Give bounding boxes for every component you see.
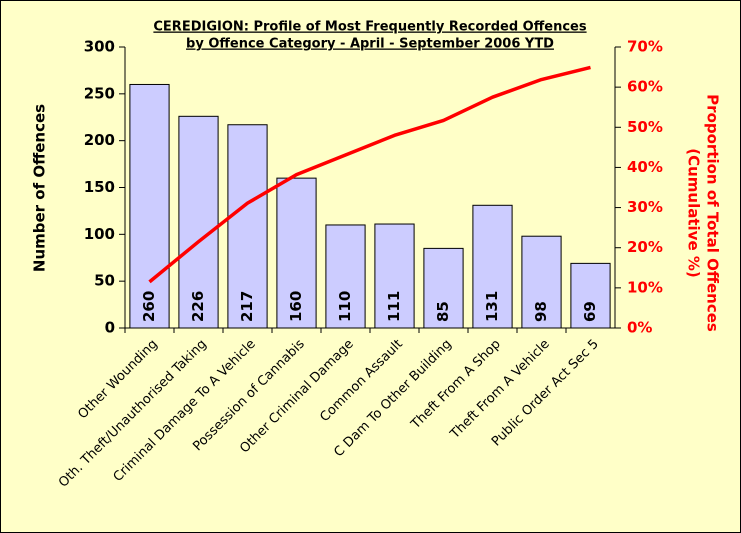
y2-tick-label: 20%	[627, 238, 663, 256]
y2-tick-label: 40%	[627, 158, 663, 176]
x-tick-label: Other Wounding	[75, 337, 161, 423]
y2-axis-label: Proportion of Total Offences	[704, 94, 722, 332]
y-tick-label: 200	[84, 131, 115, 149]
y2-tick-label: 60%	[627, 78, 663, 96]
bar	[472, 204, 513, 329]
bar-value-label: 69	[581, 301, 599, 322]
y-tick-label: 300	[84, 38, 115, 56]
y-tick-label: 50	[94, 272, 115, 290]
bar-value-label: 131	[483, 291, 501, 322]
y2-tick-label: 70%	[627, 38, 663, 56]
bar-value-label: 160	[287, 291, 305, 322]
y2-tick-label: 10%	[627, 278, 663, 296]
y2-tick-label: 50%	[627, 118, 663, 136]
bar	[129, 83, 170, 329]
chart-title: CEREDIGION: Profile of Most Frequently R…	[153, 20, 586, 35]
bar-value-label: 110	[336, 291, 354, 322]
bar	[570, 262, 611, 329]
bar-value-label: 217	[238, 291, 256, 322]
x-tick-label: Common Assault	[317, 337, 405, 425]
y-axis-label: Number of Offences	[31, 104, 49, 272]
bar	[227, 124, 268, 329]
x-tick-label: Theft From A Shop	[408, 337, 504, 433]
y-tick-label: 0	[105, 319, 115, 337]
y-tick-label: 150	[84, 178, 115, 196]
bar-value-label: 226	[189, 291, 207, 322]
y2-tick-label: 30%	[627, 198, 663, 216]
chart-title: by Offence Category - April - September …	[186, 37, 554, 52]
cumulative-line	[148, 65, 591, 284]
y-tick-label: 100	[84, 225, 115, 243]
bar-value-label: 85	[434, 301, 452, 322]
bar-value-label: 111	[385, 291, 403, 322]
bar	[423, 247, 464, 329]
bar	[521, 235, 562, 329]
bar-value-label: 98	[532, 301, 550, 322]
y2-axis-label: (Cumulative %)	[685, 148, 703, 278]
bar	[374, 223, 415, 329]
bar-value-label: 260	[140, 291, 158, 322]
bar	[178, 115, 219, 329]
y2-tick-label: 0%	[627, 319, 652, 337]
y-tick-label: 250	[84, 84, 115, 102]
